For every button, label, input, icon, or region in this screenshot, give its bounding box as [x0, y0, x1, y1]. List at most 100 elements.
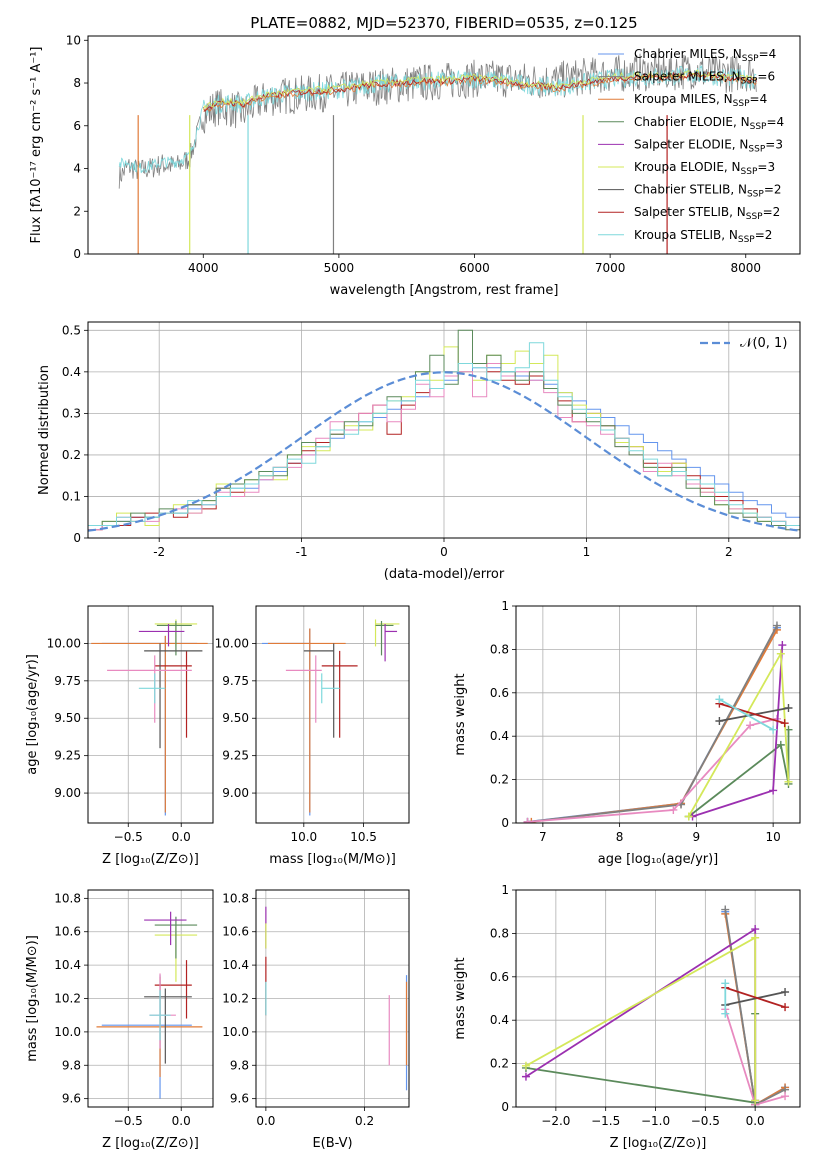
- plus-marker: [669, 805, 678, 814]
- y-tick-label: 0.5: [62, 323, 81, 337]
- legend-suffix: =4: [766, 115, 784, 129]
- x-tick-label: 0.0: [172, 1114, 191, 1128]
- legend-subscript: SSP: [748, 144, 765, 154]
- plus-marker: [746, 721, 755, 730]
- legend-entry: 𝒩(0, 1): [740, 336, 787, 351]
- mass-weight-series: [725, 986, 786, 1009]
- axes-frame: [87, 605, 214, 824]
- mass-weight-vs-metallicity-panel: −2.0 −1.5 −1.0 −0.5 0.0 0 0.2 0.4 0.6 0.8 1 Z [log₁…: [453, 883, 801, 1151]
- spectrum-series-line: [118, 64, 757, 174]
- x-tick-label: 4000: [188, 261, 219, 275]
- legend-label: Salpeter STELIB, N: [634, 205, 746, 219]
- error-bars: [261, 619, 400, 816]
- plus-marker: [521, 1072, 530, 1081]
- spectrum-lines: [118, 52, 757, 254]
- y-tick-label: 0.3: [62, 406, 81, 420]
- x-axis-label: wavelength [Angstrom, rest frame]: [330, 283, 559, 298]
- y-tick-label: 0: [73, 531, 81, 545]
- x-axis-label: mass [log₁₀(M/M⊙)]: [269, 852, 396, 867]
- y-tick-label: 10.8: [222, 891, 249, 905]
- y-tick-label: 10.6: [222, 925, 249, 939]
- legend-entry: Kroupa STELIB, NSSP=2: [634, 228, 772, 245]
- plus-marker: [751, 1096, 760, 1105]
- mass-weight-series: [527, 717, 778, 823]
- mass-weight-lines: [521, 905, 790, 1107]
- legend-entry: Chabrier STELIB, NSSP=2: [634, 183, 782, 200]
- legend-subscript: SSP: [747, 190, 764, 200]
- x-axis-label: age [log₁₀(age/yr)]: [598, 852, 719, 867]
- y-tick-label: 0.1: [62, 489, 81, 503]
- plus-marker: [721, 979, 730, 988]
- x-tick-label: 6000: [459, 261, 490, 275]
- x-tick-label: 0.2: [355, 1114, 374, 1128]
- x-axis-label: Z [log₁₀(Z/Z⊙)]: [610, 1136, 707, 1151]
- y-tick-label: 0.2: [490, 773, 509, 787]
- x-tick-label: 7000: [595, 261, 626, 275]
- legend-entry: Kroupa ELODIE, NSSP=3: [634, 160, 775, 177]
- age-vs-metallicity-panel: −0.5 0.0 9.00 9.25 9.50 9.75 10.00 Z [log₁₀(Z/Z…: [25, 605, 214, 867]
- y-tick-label: 0.4: [490, 729, 509, 743]
- age-vs-mass-panel: 10.0 10.5 9.00 9.25 9.50 9.75 10.00 mass [log₁₀…: [215, 605, 410, 867]
- legend-entry: Salpeter MILES, NSSP=6: [634, 70, 775, 87]
- plus-marker: [521, 1061, 530, 1070]
- y-tick-label: 0.4: [490, 1013, 509, 1027]
- legend-suffix: =2: [755, 228, 773, 242]
- axes-frame: [515, 889, 801, 1108]
- plus-marker: [772, 621, 781, 630]
- y-tick-label: 0.4: [62, 365, 81, 379]
- histogram-steps: [88, 329, 800, 532]
- x-tick-label: 8: [616, 830, 624, 844]
- x-axis-label: Z [log₁₀(Z/Z⊙)]: [102, 852, 199, 867]
- plus-marker: [715, 717, 724, 726]
- y-tick-label: 10.0: [54, 1025, 81, 1039]
- y-tick-label: 9.8: [230, 1058, 249, 1072]
- plus-marker: [778, 641, 787, 650]
- plus-marker: [784, 703, 793, 712]
- plus-marker: [751, 925, 760, 934]
- axes-frame: [255, 889, 410, 1108]
- gaussian-curve: [88, 371, 800, 532]
- y-tick-label: 8: [73, 76, 81, 90]
- x-tick-label: 1: [583, 545, 591, 559]
- mass-weight-series: [688, 729, 790, 818]
- legend-label: Kroupa ELODIE, N: [634, 160, 741, 174]
- x-tick-label: −1.5: [591, 1114, 620, 1128]
- plus-marker: [684, 812, 693, 821]
- y-tick-label: 9.00: [222, 786, 249, 800]
- y-tick-label: 0: [73, 247, 81, 261]
- axes-frame: [87, 889, 214, 1108]
- legend-label: Chabrier ELODIE, N: [634, 115, 750, 129]
- mass-weight-vs-age-panel: 7 8 9 10 0 0.2 0.4 0.6 0.8 1 age [log₁₀(age/yr)] ma…: [453, 599, 801, 867]
- y-tick-label: 9.00: [54, 786, 81, 800]
- x-tick-label: −2.0: [541, 1114, 570, 1128]
- x-tick-label: −0.5: [114, 830, 143, 844]
- legend-entry: Salpeter STELIB, NSSP=2: [634, 205, 780, 222]
- y-tick-label: 0.6: [490, 686, 509, 700]
- spectrum-title: PLATE=0882, MJD=52370, FIBERID=0535, z=0…: [250, 14, 637, 32]
- legend-label: Chabrier MILES, N: [634, 47, 742, 61]
- y-tick-label: 10.00: [47, 636, 81, 650]
- y-tick-label: 9.75: [222, 674, 249, 688]
- x-axis-label: Z [log₁₀(Z/Z⊙)]: [102, 1136, 199, 1151]
- mass-weight-lines: [523, 621, 793, 823]
- error-bars: [96, 911, 203, 1099]
- legend-suffix: =6: [757, 70, 775, 84]
- y-axis-label: mass weight: [453, 673, 468, 755]
- plus-marker: [523, 817, 532, 823]
- y-tick-label: 9.8: [62, 1058, 81, 1072]
- y-tick-label: 9.50: [54, 711, 81, 725]
- y-tick-label: 10.8: [54, 891, 81, 905]
- y-tick-label: 10.2: [222, 992, 249, 1006]
- y-tick-label: 10.4: [54, 958, 81, 972]
- plus-marker: [780, 719, 789, 728]
- x-tick-label: 10.5: [350, 830, 377, 844]
- x-tick-label: 0: [440, 545, 448, 559]
- legend-suffix: =3: [757, 160, 775, 174]
- y-tick-label: 4: [73, 162, 81, 176]
- legend-subscript: SSP: [742, 54, 759, 64]
- mass-weight-series: [718, 698, 774, 731]
- legend-subscript: SSP: [750, 122, 767, 132]
- y-tick-label: 0.2: [62, 448, 81, 462]
- mass-weight-series: [725, 991, 786, 1006]
- spectrum-series-line: [118, 52, 757, 189]
